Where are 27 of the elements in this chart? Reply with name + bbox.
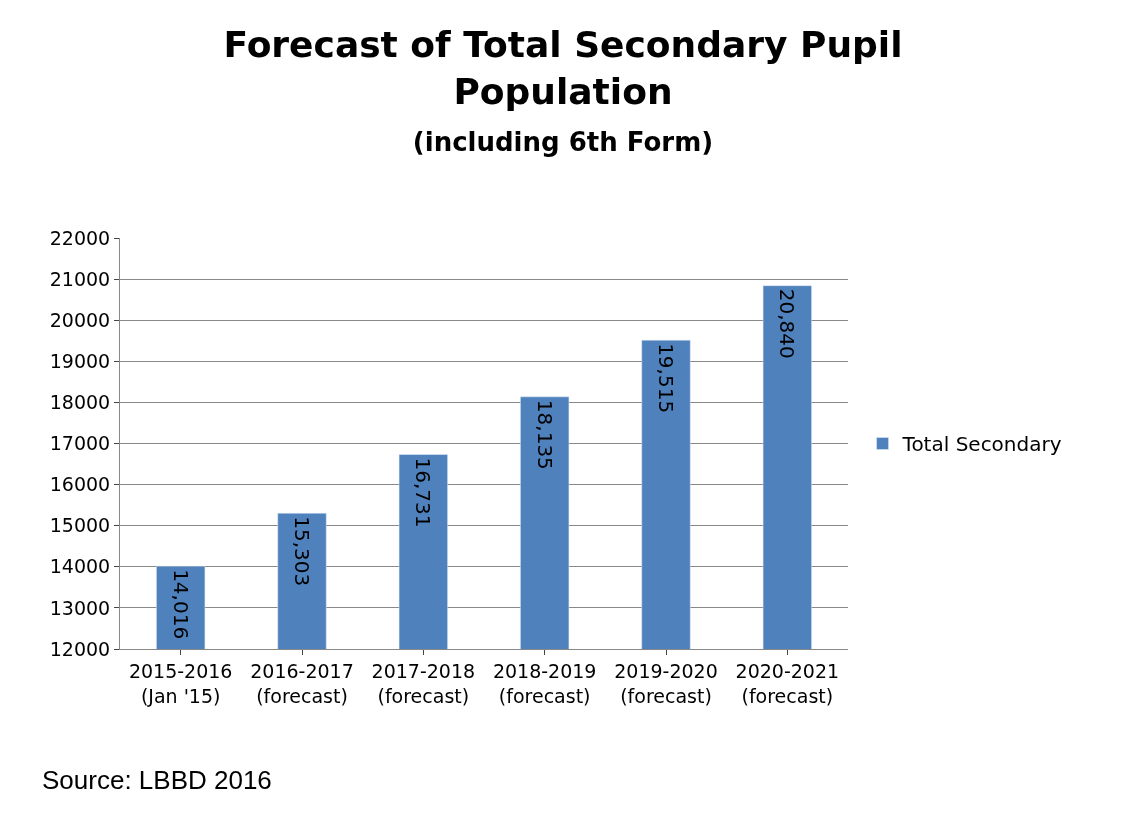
data-label: 19,515 — [654, 343, 678, 414]
y-tick-label: 13000 — [49, 596, 111, 619]
x-tick-label: 2015-2016 (Jan '15) — [128, 659, 233, 707]
y-tick-label: 20000 — [49, 308, 111, 331]
y-tick-label: 17000 — [49, 432, 111, 455]
x-tick-label: 2019-2020 (forecast) — [614, 659, 718, 707]
y-tick-label: 12000 — [49, 637, 111, 660]
y-tick-label: 21000 — [49, 267, 111, 290]
data-label: 20,840 — [775, 288, 800, 359]
chart-title: Forecast of Total Secondary Pupil Population — [223, 24, 903, 113]
x-tick-label: 2017-2018 (forecast) — [371, 659, 476, 707]
chart-subtitle: (including 6th Form) — [412, 126, 714, 157]
data-label: 18,135 — [532, 399, 557, 470]
data-label: 16,731 — [411, 457, 436, 528]
y-tick-label: 19000 — [49, 349, 111, 372]
x-tick-label: 2016-2017 (forecast) — [250, 659, 354, 707]
x-tick-label: 2018-2019 (forecast) — [492, 659, 597, 707]
y-tick-label: 15000 — [49, 514, 111, 537]
y-tick-label: 22000 — [49, 226, 111, 249]
data-label: 14,016 — [168, 569, 193, 640]
y-tick-label: 14000 — [49, 555, 111, 578]
legend-label: Total Secondary — [901, 432, 1062, 457]
y-tick-label: 18000 — [49, 391, 111, 414]
x-tick-label: 2020-2021 (forecast) — [735, 659, 840, 707]
data-label: 15,303 — [290, 516, 314, 587]
y-tick-label: 16000 — [49, 473, 111, 496]
source-note: Source: LBBD 2016 — [42, 765, 272, 795]
